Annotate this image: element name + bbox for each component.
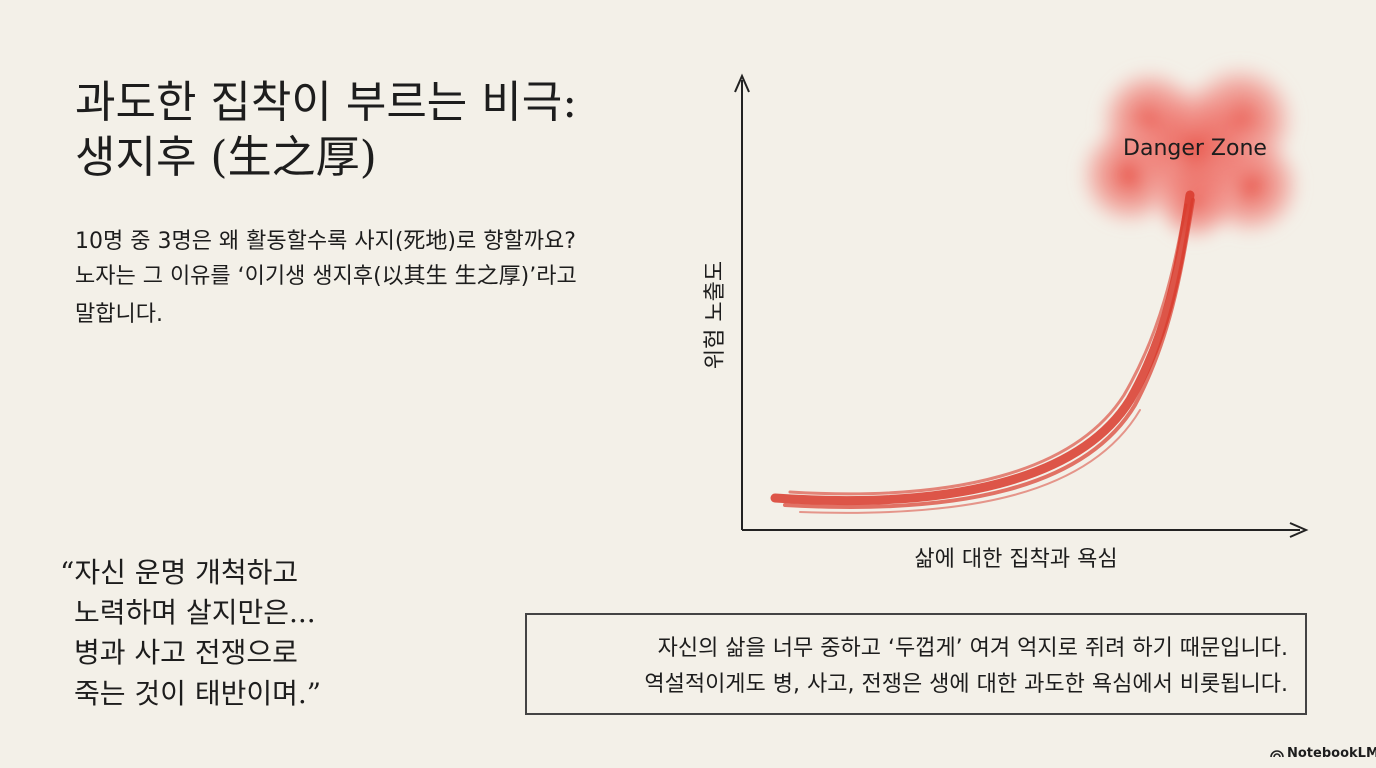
body-line: 말합니다. <box>75 302 163 327</box>
arrow-head <box>1289 522 1309 538</box>
x-axis-label: 삶에 대한 집착과 욕심 <box>914 547 1117 572</box>
body-line: 10명 중 3명은 왜 활동할수록 사지(死地)로 향할까요? <box>75 229 576 254</box>
callout-box <box>525 613 1307 715</box>
brand: NotebookLM <box>1270 746 1376 761</box>
danger-blob <box>1075 60 1305 245</box>
quote-line: 죽는 것이 태반이며.” <box>74 677 321 710</box>
title-line: 생지후 (生之厚) <box>75 132 377 183</box>
title-line: 과도한 집착이 부르는 비극: <box>75 77 577 128</box>
y-axis-label: 위험 노출도 <box>703 261 728 369</box>
callout-line: 역설적이게도 병, 사고, 전쟁은 생에 대한 과도한 욕심에서 비롯됩니다. <box>644 672 1288 697</box>
arrow-head <box>734 73 750 93</box>
diagram: Danger Zone 위험 노출도 삶에 대한 집착과 욕심 <box>703 60 1309 572</box>
callout-line: 자신의 삶을 너무 중하고 ‘두껍게’ 여겨 억지로 쥐려 하기 때문입니다. <box>658 636 1288 661</box>
body-line: 노자는 그 이유를 ‘이기생 생지후(以其生 生之厚)’라고 <box>75 264 577 289</box>
brand-text: NotebookLM <box>1287 746 1376 761</box>
annotation: Danger Zone <box>1123 136 1267 161</box>
quote-line: 병과 사고 전쟁으로 <box>74 636 298 669</box>
quote-line: 노력하며 살지만은... <box>74 596 316 629</box>
risk-curve <box>770 190 1195 514</box>
quote-line: “자신 운명 개척하고 <box>60 556 298 589</box>
